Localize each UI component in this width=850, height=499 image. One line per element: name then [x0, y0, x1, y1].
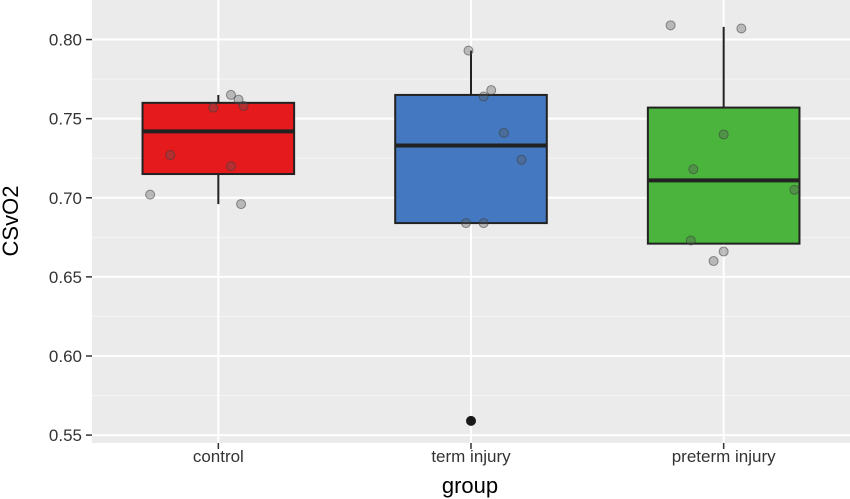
x-axis-title: group [442, 473, 498, 498]
data-point [238, 101, 249, 112]
data-point [685, 235, 696, 246]
data-point [718, 246, 729, 257]
data-point [708, 256, 719, 267]
data-point [145, 189, 156, 200]
data-point [516, 154, 527, 165]
boxes-layer [141, 26, 801, 426]
data-point [460, 218, 471, 229]
box-body [141, 101, 296, 176]
data-point [789, 184, 800, 195]
data-point [236, 199, 247, 210]
data-point [665, 20, 676, 31]
box-outlier [466, 415, 476, 426]
data-point [165, 150, 176, 161]
data-point [478, 218, 489, 229]
y-tick-label: 0.75 [49, 110, 82, 129]
data-point [225, 89, 236, 100]
x-tick-label: preterm injury [672, 447, 776, 466]
data-point [478, 91, 489, 102]
points-layer [145, 20, 800, 267]
box-body [646, 106, 801, 245]
y-tick-label: 0.70 [49, 189, 82, 208]
x-tick-label: term injury [431, 447, 511, 466]
y-axis-title: CSvO2 [0, 186, 23, 257]
data-point [718, 129, 729, 140]
data-point [463, 45, 474, 56]
x-tick-label: control [193, 447, 244, 466]
data-point [225, 161, 236, 172]
data-point [486, 85, 497, 96]
y-tick-label: 0.65 [49, 268, 82, 287]
y-tick-label: 0.55 [49, 426, 82, 445]
data-point [208, 102, 219, 113]
y-tick-label: 0.80 [49, 31, 82, 50]
data-point [736, 23, 747, 34]
axes-layer: 0.55 0.60 0.65 0.70 0.75 0.80 control term inju… [49, 31, 776, 466]
box-body [394, 93, 548, 225]
data-point [688, 164, 699, 175]
y-tick-label: 0.60 [49, 347, 82, 366]
data-point [498, 127, 509, 138]
